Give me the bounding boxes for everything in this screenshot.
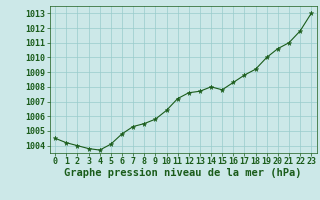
X-axis label: Graphe pression niveau de la mer (hPa): Graphe pression niveau de la mer (hPa) bbox=[64, 168, 302, 178]
